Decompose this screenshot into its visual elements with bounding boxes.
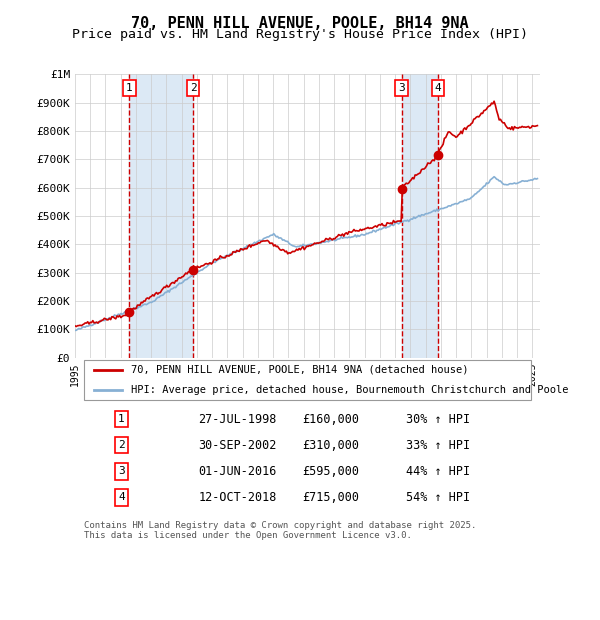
Text: 30-SEP-2002: 30-SEP-2002 [199,439,277,451]
Text: 2: 2 [118,440,125,450]
Text: 54% ↑ HPI: 54% ↑ HPI [406,491,470,504]
Text: 1: 1 [118,414,125,424]
Text: 4: 4 [118,492,125,502]
Text: Contains HM Land Registry data © Crown copyright and database right 2025.
This d: Contains HM Land Registry data © Crown c… [84,521,476,540]
Bar [401,74,437,358]
FancyBboxPatch shape [84,360,531,400]
Text: £160,000: £160,000 [302,412,359,425]
Text: HPI: Average price, detached house, Bournemouth Christchurch and Poole: HPI: Average price, detached house, Bour… [131,385,568,395]
Text: 33% ↑ HPI: 33% ↑ HPI [406,439,470,451]
Text: £310,000: £310,000 [302,439,359,451]
Text: 27-JUL-1998: 27-JUL-1998 [199,412,277,425]
Text: £595,000: £595,000 [302,465,359,477]
Text: 2: 2 [190,83,197,93]
Text: 30% ↑ HPI: 30% ↑ HPI [406,412,470,425]
Text: £715,000: £715,000 [302,491,359,504]
Text: 70, PENN HILL AVENUE, POOLE, BH14 9NA: 70, PENN HILL AVENUE, POOLE, BH14 9NA [131,16,469,30]
Text: 3: 3 [398,83,405,93]
Text: 3: 3 [118,466,125,476]
Text: Price paid vs. HM Land Registry's House Price Index (HPI): Price paid vs. HM Land Registry's House … [72,28,528,41]
Text: 44% ↑ HPI: 44% ↑ HPI [406,465,470,477]
Text: 1: 1 [126,83,133,93]
Text: 01-JUN-2016: 01-JUN-2016 [199,465,277,477]
Bar [130,74,193,358]
Text: 12-OCT-2018: 12-OCT-2018 [199,491,277,504]
Text: 70, PENN HILL AVENUE, POOLE, BH14 9NA (detached house): 70, PENN HILL AVENUE, POOLE, BH14 9NA (d… [131,365,469,374]
Text: 4: 4 [434,83,441,93]
